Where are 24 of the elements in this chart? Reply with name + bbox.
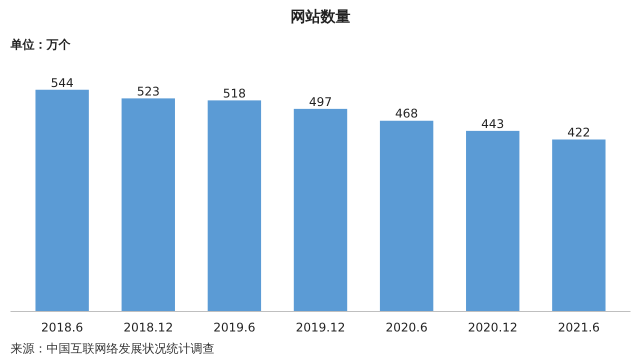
data-label: 544 — [50, 76, 74, 90]
data-label: 497 — [309, 94, 332, 109]
chart-title: 网站数量 — [290, 8, 350, 26]
data-label: 468 — [395, 106, 418, 121]
x-tick-label: 2020.12 — [468, 320, 518, 334]
x-tick-label: 2018.12 — [123, 320, 174, 334]
data-label: 443 — [481, 116, 504, 131]
bar — [380, 120, 434, 312]
source-note: 来源：中国互联网络发展状况统计调查 — [10, 342, 214, 356]
bar — [294, 108, 348, 312]
data-label: 518 — [222, 86, 246, 100]
data-label: 523 — [136, 84, 160, 98]
bar — [466, 130, 520, 312]
bar — [552, 139, 606, 312]
y-axis-title: 单位：万个 — [10, 38, 72, 52]
x-tick-label: 2019.6 — [213, 320, 256, 334]
x-tick-label: 2019.12 — [296, 320, 346, 334]
bar — [208, 100, 262, 312]
x-tick-label: 2021.6 — [558, 320, 600, 334]
bar — [122, 98, 175, 312]
x-tick-label: 2018.6 — [41, 320, 84, 334]
bar — [35, 90, 89, 312]
x-tick-label: 2020.6 — [386, 320, 428, 334]
data-label: 422 — [567, 125, 590, 140]
